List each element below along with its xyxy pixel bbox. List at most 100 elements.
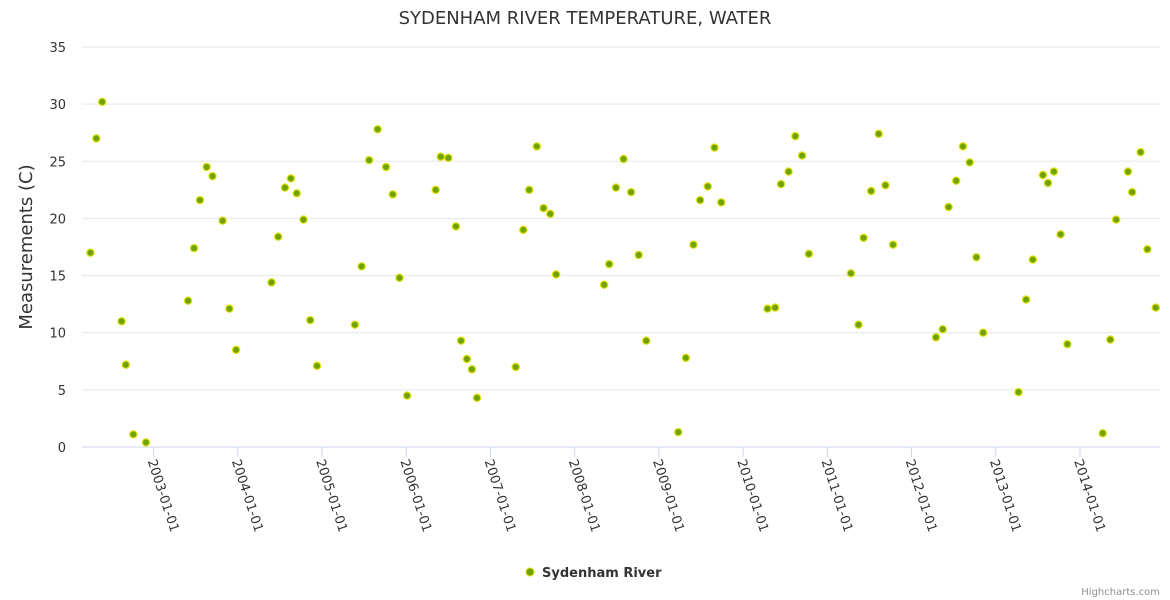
- data-point[interactable]: [642, 336, 651, 345]
- data-point[interactable]: [129, 430, 138, 439]
- data-point[interactable]: [605, 259, 614, 269]
- credits[interactable]: Highcharts.com: [1081, 587, 1160, 598]
- data-point[interactable]: [717, 198, 726, 207]
- data-point[interactable]: [1106, 335, 1115, 344]
- data-point[interactable]: [306, 315, 315, 325]
- data-point[interactable]: [804, 249, 814, 259]
- data-point[interactable]: [619, 154, 628, 164]
- data-point[interactable]: [611, 183, 621, 192]
- data-point[interactable]: [231, 345, 241, 355]
- data-point[interactable]: [195, 195, 205, 205]
- data-point[interactable]: [551, 270, 561, 279]
- data-point[interactable]: [532, 142, 541, 151]
- data-point[interactable]: [472, 393, 482, 403]
- data-point[interactable]: [797, 151, 807, 160]
- data-point[interactable]: [86, 248, 95, 257]
- data-point[interactable]: [776, 179, 786, 189]
- data-point[interactable]: [436, 152, 445, 161]
- data-point[interactable]: [208, 171, 217, 181]
- data-point[interactable]: [888, 240, 898, 249]
- data-point[interactable]: [451, 222, 461, 231]
- legend-label[interactable]: Sydenham River: [542, 566, 662, 581]
- data-point[interactable]: [388, 190, 397, 199]
- data-point[interactable]: [141, 438, 151, 447]
- data-point[interactable]: [634, 250, 643, 260]
- data-point[interactable]: [874, 129, 883, 139]
- data-point[interactable]: [1128, 187, 1137, 197]
- data-point[interactable]: [1112, 215, 1121, 224]
- data-point[interactable]: [599, 280, 609, 289]
- data-point[interactable]: [1123, 167, 1133, 176]
- data-point[interactable]: [280, 183, 290, 192]
- data-point[interactable]: [1038, 170, 1048, 180]
- data-point[interactable]: [519, 225, 528, 235]
- data-point[interactable]: [944, 202, 953, 212]
- data-point[interactable]: [121, 360, 130, 369]
- data-point[interactable]: [1014, 387, 1023, 397]
- data-point[interactable]: [286, 174, 296, 183]
- legend[interactable]: Sydenham River: [525, 566, 662, 581]
- data-point[interactable]: [931, 333, 941, 342]
- data-point[interactable]: [225, 304, 234, 313]
- data-point[interactable]: [951, 176, 961, 185]
- data-point[interactable]: [791, 131, 800, 141]
- data-point[interactable]: [312, 361, 322, 371]
- data-point[interactable]: [395, 273, 404, 283]
- data-point[interactable]: [958, 142, 968, 151]
- data-point[interactable]: [763, 304, 772, 313]
- data-point[interactable]: [1049, 167, 1059, 176]
- data-point[interactable]: [965, 158, 974, 167]
- data-point[interactable]: [978, 328, 988, 337]
- data-point[interactable]: [1143, 245, 1152, 254]
- data-point[interactable]: [98, 97, 107, 107]
- data-point[interactable]: [364, 155, 374, 165]
- data-point[interactable]: [189, 243, 199, 253]
- data-point[interactable]: [373, 125, 382, 134]
- data-point[interactable]: [1021, 295, 1031, 304]
- data-point[interactable]: [92, 134, 101, 143]
- data-point[interactable]: [710, 143, 719, 152]
- data-point[interactable]: [546, 209, 555, 219]
- data-point[interactable]: [292, 189, 301, 198]
- data-point[interactable]: [218, 216, 227, 225]
- data-point[interactable]: [402, 391, 412, 400]
- data-point[interactable]: [854, 320, 863, 329]
- data-point[interactable]: [626, 187, 636, 197]
- data-point[interactable]: [431, 185, 440, 195]
- data-point[interactable]: [689, 240, 698, 249]
- data-point[interactable]: [274, 232, 283, 241]
- data-point[interactable]: [938, 325, 947, 334]
- data-point[interactable]: [511, 362, 520, 372]
- data-point[interactable]: [1043, 178, 1053, 188]
- data-point[interactable]: [859, 233, 868, 243]
- data-point[interactable]: [357, 262, 366, 271]
- data-point[interactable]: [1063, 339, 1072, 349]
- data-point[interactable]: [350, 320, 360, 329]
- data-point[interactable]: [267, 278, 276, 287]
- data-point[interactable]: [674, 427, 683, 437]
- data-point[interactable]: [770, 303, 780, 312]
- data-point[interactable]: [1151, 303, 1160, 312]
- data-point[interactable]: [202, 162, 211, 172]
- data-point[interactable]: [881, 181, 890, 190]
- data-point[interactable]: [1056, 230, 1065, 239]
- data-point[interactable]: [1028, 255, 1038, 264]
- data-point[interactable]: [695, 195, 705, 205]
- data-point[interactable]: [117, 317, 126, 326]
- data-point[interactable]: [784, 167, 793, 176]
- data-point[interactable]: [444, 153, 453, 163]
- data-point[interactable]: [1098, 429, 1107, 438]
- data-point[interactable]: [462, 354, 472, 364]
- data-point[interactable]: [467, 365, 477, 374]
- data-point[interactable]: [972, 253, 981, 262]
- data-point[interactable]: [681, 353, 691, 363]
- data-point[interactable]: [299, 215, 308, 224]
- data-point[interactable]: [703, 182, 712, 191]
- data-point[interactable]: [525, 185, 534, 195]
- data-point[interactable]: [846, 269, 856, 278]
- data-point[interactable]: [866, 186, 876, 196]
- data-point[interactable]: [456, 336, 466, 345]
- data-point[interactable]: [381, 162, 391, 172]
- data-point[interactable]: [183, 296, 193, 305]
- data-point[interactable]: [539, 203, 548, 213]
